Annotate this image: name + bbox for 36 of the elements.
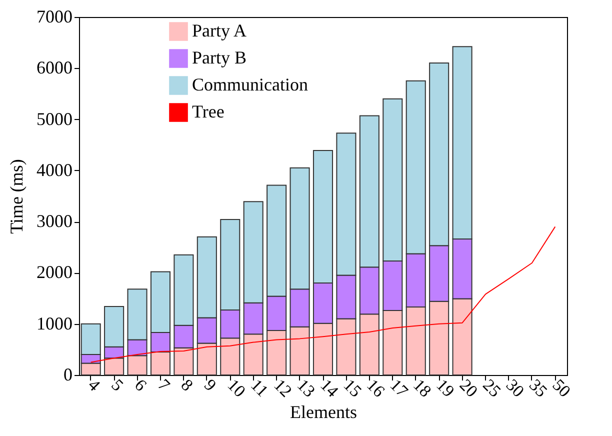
x-tick-label: 18 [410,375,435,401]
x-tick-label: 7 [154,375,174,396]
x-tick-label: 20 [456,375,482,401]
x-tick-label: 35 [526,375,552,401]
x-tick-label: 16 [363,375,389,401]
legend-label: Tree [192,102,224,122]
legend-label: Party B [192,48,247,68]
x-tick-label: 8 [177,375,197,395]
x-tick-label: 5 [108,375,128,395]
legend-label: Party A [192,20,247,40]
x-tick-label: 19 [432,375,458,401]
x-tick-label: 6 [130,375,150,395]
x-tick-label: 15 [340,375,366,401]
x-tick-label: 14 [316,375,342,402]
x-tick-label: 17 [386,375,412,402]
x-tick-label: 4 [84,375,104,396]
y-tick-label: 4000 [36,160,72,180]
line-series [90,226,556,363]
y-tick-label: 6000 [36,58,72,78]
x-tick-label: 25 [479,375,505,401]
y-tick-label: 2000 [36,262,72,282]
y-tick-label: 5000 [36,108,72,129]
x-axis-title: Elements [290,402,357,422]
y-tick-label: 3000 [36,211,72,232]
y-tick-label: 7000 [36,6,72,26]
x-tick-label: 30 [502,375,528,401]
x-tick-label: 11 [246,375,272,400]
y-axis-title: Time (ms) [6,159,26,234]
x-tick-label: 50 [548,375,574,401]
x-tick-label: 10 [224,375,250,401]
x-tick-label: 12 [270,375,296,401]
y-tick-label: 0 [64,364,72,384]
legend-label: Communication [192,74,308,94]
y-tick-label: 1000 [36,313,72,334]
x-tick-label: 9 [200,375,220,395]
x-tick-label: 13 [293,375,319,401]
